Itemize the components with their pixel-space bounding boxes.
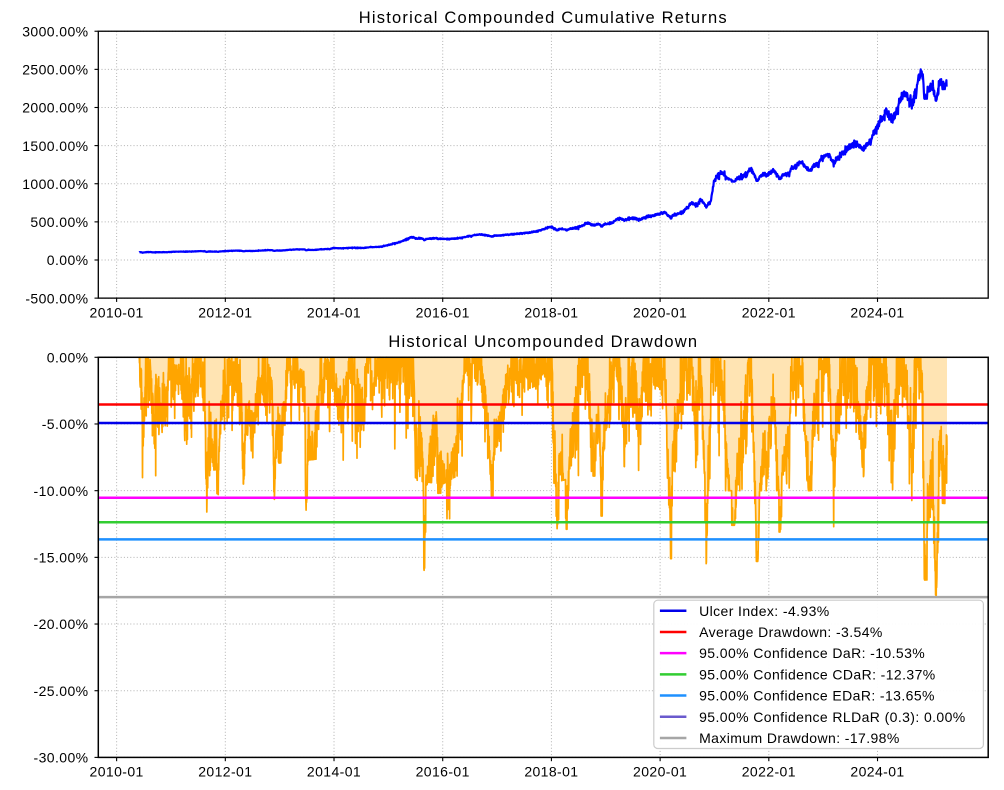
svg-text:-30.00%: -30.00% (34, 750, 89, 766)
svg-text:2018-01: 2018-01 (524, 304, 578, 320)
svg-text:95.00% Confidence EDaR: -13.65: 95.00% Confidence EDaR: -13.65% (699, 688, 935, 704)
svg-text:Maximum Drawdown: -17.98%: Maximum Drawdown: -17.98% (699, 730, 900, 746)
svg-text:500.00%: 500.00% (30, 214, 88, 230)
svg-text:2012-01: 2012-01 (198, 304, 252, 320)
svg-text:Historical Compounded Cumulati: Historical Compounded Cumulative Returns (359, 9, 728, 27)
svg-text:2000.00%: 2000.00% (22, 100, 88, 116)
svg-text:-500.00%: -500.00% (25, 290, 88, 306)
svg-text:2014-01: 2014-01 (307, 304, 361, 320)
svg-text:2024-01: 2024-01 (850, 304, 904, 320)
svg-text:Ulcer Index: -4.93%: Ulcer Index: -4.93% (699, 603, 830, 619)
svg-text:-25.00%: -25.00% (34, 683, 89, 699)
svg-text:2020-01: 2020-01 (633, 304, 687, 320)
svg-text:2500.00%: 2500.00% (22, 62, 88, 78)
svg-text:0.00%: 0.00% (47, 252, 89, 268)
svg-text:2010-01: 2010-01 (90, 763, 144, 779)
svg-text:2016-01: 2016-01 (416, 304, 470, 320)
svg-text:95.00% Confidence DaR: -10.53%: 95.00% Confidence DaR: -10.53% (699, 645, 925, 661)
svg-text:2014-01: 2014-01 (307, 763, 361, 779)
svg-text:1500.00%: 1500.00% (22, 138, 88, 154)
svg-text:Historical Uncompounded Drawdo: Historical Uncompounded Drawdown (388, 333, 698, 351)
svg-text:2020-01: 2020-01 (633, 763, 687, 779)
svg-text:-20.00%: -20.00% (34, 616, 89, 632)
svg-text:0.00%: 0.00% (47, 350, 89, 366)
svg-text:2016-01: 2016-01 (416, 763, 470, 779)
svg-text:2010-01: 2010-01 (90, 304, 144, 320)
svg-text:-5.00%: -5.00% (42, 416, 89, 432)
svg-text:3000.00%: 3000.00% (22, 23, 88, 39)
svg-text:-10.00%: -10.00% (34, 483, 89, 499)
svg-text:95.00% Confidence CDaR: -12.37: 95.00% Confidence CDaR: -12.37% (699, 666, 936, 682)
svg-text:2012-01: 2012-01 (198, 763, 252, 779)
svg-text:-15.00%: -15.00% (34, 550, 89, 566)
svg-text:2022-01: 2022-01 (742, 304, 796, 320)
svg-text:2018-01: 2018-01 (524, 763, 578, 779)
svg-text:95.00% Confidence RLDaR (0.3):: 95.00% Confidence RLDaR (0.3): 0.00% (699, 709, 966, 725)
svg-text:1000.00%: 1000.00% (22, 176, 88, 192)
svg-text:2024-01: 2024-01 (850, 763, 904, 779)
svg-text:Average Drawdown: -3.54%: Average Drawdown: -3.54% (699, 624, 883, 640)
svg-text:2022-01: 2022-01 (742, 763, 796, 779)
